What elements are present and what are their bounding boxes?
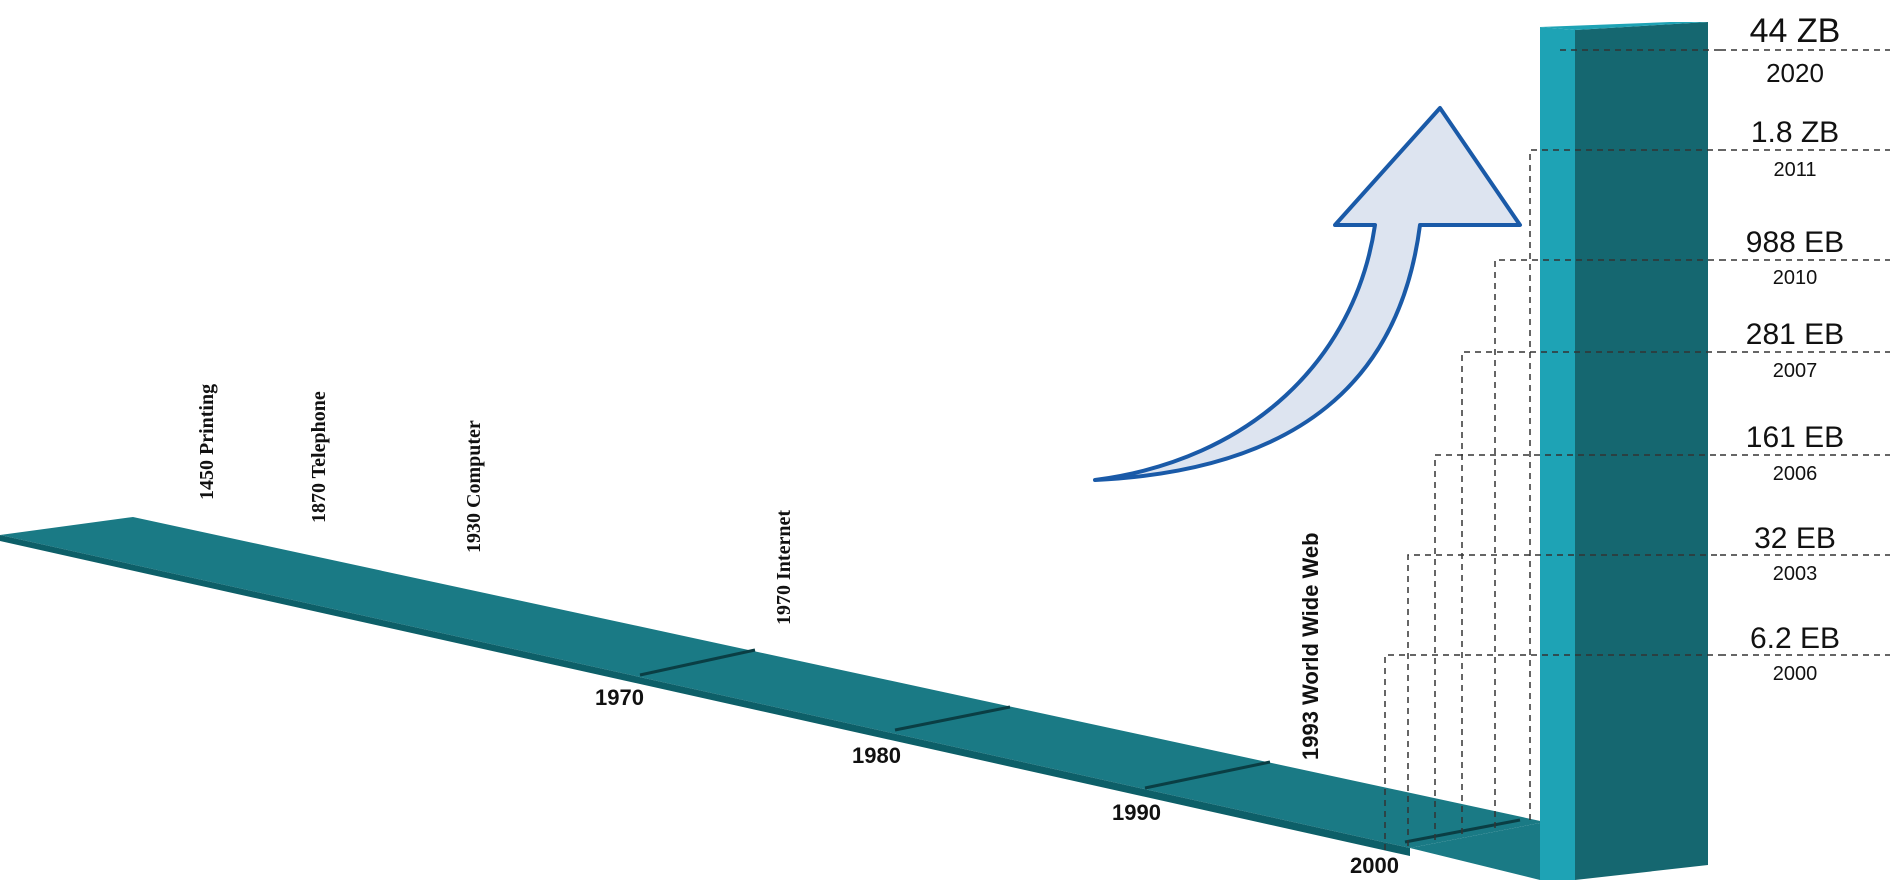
volume-year: 2011 — [1773, 159, 1816, 181]
volume-year: 2000 — [1773, 663, 1818, 685]
timeline-band-edge — [0, 535, 1410, 856]
volume-year: 2020 — [1766, 58, 1824, 88]
volume-value: 1.8 ZB — [1751, 116, 1839, 149]
volume-value: 161 EB — [1746, 421, 1844, 454]
volume-value: 32 EB — [1754, 522, 1836, 555]
event-label: 1993 World Wide Web — [1298, 532, 1323, 760]
decade-label: 1970 — [595, 685, 644, 710]
volume-year: 2010 — [1773, 267, 1818, 289]
volume-year: 2006 — [1773, 463, 1818, 485]
timeline-band-top — [0, 517, 1545, 848]
decade-label: 2000 — [1350, 853, 1399, 878]
vertical-guides — [1384, 49, 1720, 850]
event-label: 1450 Printing — [196, 384, 218, 500]
volume-year: 2007 — [1773, 360, 1818, 382]
pillar-front — [1540, 27, 1575, 880]
decade-label: 1980 — [852, 743, 901, 768]
pillar-side — [1575, 22, 1708, 880]
volume-year: 2003 — [1773, 563, 1818, 585]
pillar-base — [1410, 822, 1575, 880]
event-label: 1870 Telephone — [308, 391, 330, 523]
event-label: 1930 Computer — [463, 420, 485, 553]
data-volume-labels: 44 ZB 2020 1.8 ZB 2011 988 EB 2010 281 E… — [1746, 12, 1844, 685]
volume-value: 988 EB — [1746, 226, 1844, 259]
volume-value: 44 ZB — [1750, 12, 1841, 50]
volume-value: 6.2 EB — [1750, 622, 1840, 655]
decade-label: 1990 — [1112, 800, 1161, 825]
volume-value: 281 EB — [1746, 318, 1844, 351]
pillar-top — [1540, 22, 1708, 30]
curved-up-arrow-icon — [1093, 106, 1522, 482]
event-labels: 1450 Printing 1870 Telephone 1930 Comput… — [196, 384, 1323, 760]
event-label: 1970 Internet — [773, 510, 795, 625]
decade-labels: 1970 1980 1990 2000 — [595, 685, 1399, 878]
